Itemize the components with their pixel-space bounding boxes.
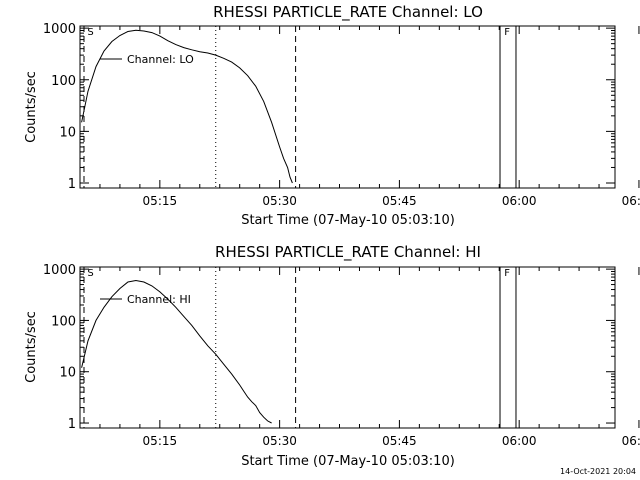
- y-tick-label: 100: [51, 74, 76, 89]
- panel-lo: RHESSI PARTICLE_RATE Channel: LO Start T…: [24, 3, 640, 228]
- series-line-0: [81, 279, 272, 424]
- panel-hi: RHESSI PARTICLE_RATE Channel: HI Start T…: [24, 243, 640, 469]
- plot-frame: [79, 266, 616, 429]
- series-lines: [81, 279, 272, 424]
- x-tick-label: 06:15: [622, 194, 640, 208]
- y-axis-label: Counts/sec: [24, 311, 39, 383]
- plot-frame: [79, 25, 616, 189]
- x-tick-label: 06:15: [622, 434, 640, 448]
- y-tick-label: 1: [68, 417, 76, 432]
- legend-label: Channel: LO: [127, 53, 194, 66]
- y-tick-label: 10: [59, 366, 76, 381]
- x-tick-label: 05:15: [143, 434, 178, 448]
- x-tick-label: 05:45: [382, 434, 417, 448]
- x-tick-label: 05:15: [143, 194, 178, 208]
- y-tick-label: 1000: [43, 263, 76, 278]
- x-tick-label: 06:00: [502, 434, 537, 448]
- legend-label: Channel: HI: [127, 293, 191, 306]
- marker-f: F: [504, 268, 510, 279]
- y-tick-label: 10: [59, 125, 76, 140]
- x-axis-label: Start Time (07-May-10 05:03:10): [241, 213, 455, 228]
- series-lines: [81, 29, 293, 184]
- x-tick-label: 05:30: [262, 194, 297, 208]
- marker-s: S: [87, 268, 93, 279]
- chart-title: RHESSI PARTICLE_RATE Channel: LO: [213, 3, 483, 22]
- marker-s: S: [87, 27, 93, 38]
- chart-title: RHESSI PARTICLE_RATE Channel: HI: [215, 243, 481, 262]
- x-axis-label: Start Time (07-May-10 05:03:10): [241, 454, 455, 469]
- x-tick-label: 06:00: [502, 194, 537, 208]
- series-line-0: [81, 29, 293, 184]
- x-tick-label: 05:30: [262, 434, 297, 448]
- y-tick-label: 1000: [43, 22, 76, 37]
- marker-f: F: [504, 27, 510, 38]
- y-tick-label: 100: [51, 314, 76, 329]
- x-tick-label: 05:45: [382, 194, 417, 208]
- y-tick-label: 1: [68, 177, 76, 192]
- footer-timestamp: 14-Oct-2021 20:04: [560, 467, 636, 476]
- y-axis-label: Counts/sec: [24, 71, 39, 143]
